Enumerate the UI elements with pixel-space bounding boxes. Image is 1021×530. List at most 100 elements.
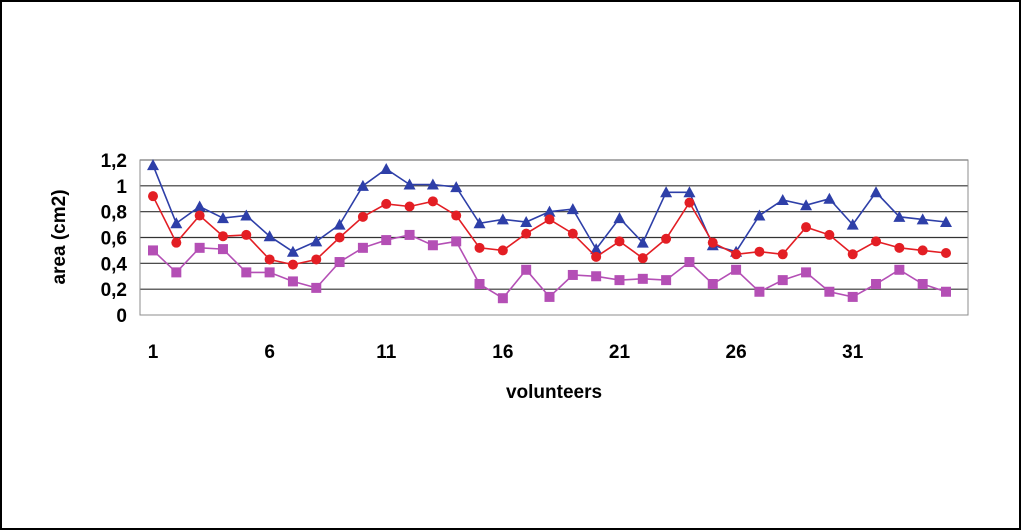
data-point-circle: [148, 191, 158, 202]
data-point-triangle: [566, 203, 579, 215]
data-point-circle: [684, 197, 695, 208]
x-axis-title: volunteers: [506, 382, 602, 403]
data-point-triangle: [263, 230, 276, 242]
data-point-circle: [801, 222, 812, 233]
data-point-square: [917, 279, 928, 289]
data-point-circle: [427, 196, 438, 207]
x-tick-label: 21: [609, 342, 631, 363]
data-point-square: [194, 242, 205, 253]
y-axis-title: area (cm2): [49, 189, 70, 284]
data-point-triangle: [683, 186, 696, 198]
data-point-triangle: [310, 235, 323, 247]
data-point-triangle: [170, 217, 183, 229]
data-point-square: [754, 286, 765, 297]
data-point-circle: [847, 249, 858, 260]
data-point-triangle: [660, 186, 673, 198]
data-point-triangle: [846, 218, 859, 230]
data-point-triangle: [543, 205, 556, 217]
data-point-triangle: [450, 181, 463, 193]
x-axis-ticks: 1 6 11 16 21 26 31: [148, 342, 864, 363]
data-point-triangle: [916, 213, 929, 225]
plot-area-border: [139, 159, 969, 316]
y-tick-label: 0: [116, 306, 127, 327]
data-point-square: [591, 271, 602, 282]
x-tick-label: 6: [264, 342, 275, 363]
y-axis-ticks: 0 0,2 0,4 0,6 0,8 1 1,2: [101, 151, 128, 327]
data-point-triangle: [870, 186, 883, 198]
data-point-circle: [637, 253, 648, 264]
data-point-circle: [707, 237, 718, 248]
x-tick-label: 16: [492, 342, 513, 363]
data-point-square: [381, 235, 392, 246]
data-point-circle: [194, 210, 205, 221]
data-point-circle: [591, 251, 602, 262]
data-point-square: [148, 245, 158, 256]
data-point-square: [614, 275, 625, 286]
data-point-triangle: [380, 163, 393, 175]
series-square: [148, 229, 951, 304]
data-point-circle: [754, 246, 765, 257]
series-triangle: [147, 159, 952, 257]
data-point-triangle: [776, 194, 789, 206]
x-tick-label: 1: [148, 342, 159, 363]
y-tick-label: 1,2: [101, 151, 127, 172]
data-point-triangle: [333, 218, 346, 230]
data-point-circle: [171, 237, 182, 248]
data-point-triangle: [613, 212, 626, 224]
data-point-square: [637, 273, 648, 284]
data-point-triangle: [940, 216, 952, 227]
y-tick-label: 0,2: [101, 280, 127, 301]
data-point-square: [684, 257, 695, 268]
data-point-triangle: [193, 200, 206, 212]
data-point-square: [357, 242, 368, 253]
data-point-circle: [521, 228, 532, 239]
data-point-triangle: [286, 245, 299, 257]
data-point-triangle: [496, 213, 509, 225]
x-tick-label: 31: [842, 342, 864, 363]
y-tick-label: 0,8: [101, 203, 127, 224]
data-point-square: [427, 240, 438, 251]
data-point-circle: [497, 245, 508, 256]
data-point-circle: [731, 249, 742, 260]
data-point-square: [521, 264, 532, 275]
x-tick-label: 11: [376, 342, 397, 363]
data-point-triangle: [216, 212, 229, 224]
data-point-triangle: [403, 178, 416, 190]
data-point-square: [777, 275, 788, 286]
data-point-triangle: [753, 209, 766, 221]
data-point-circle: [824, 229, 835, 240]
data-point-triangle: [426, 178, 439, 190]
data-point-square: [894, 264, 905, 275]
data-point-square: [171, 267, 182, 278]
data-point-circle: [567, 228, 578, 239]
data-point-square: [264, 267, 275, 278]
data-point-triangle: [356, 179, 369, 191]
data-point-square: [217, 244, 228, 255]
data-point-circle: [614, 236, 625, 247]
data-point-square: [497, 293, 508, 304]
data-point-circle: [241, 229, 252, 240]
data-point-circle: [661, 233, 672, 244]
y-tick-label: 0,6: [101, 229, 127, 250]
series-circle: [148, 191, 951, 270]
data-point-square: [544, 291, 555, 302]
data-point-circle: [777, 249, 788, 260]
data-point-triangle: [520, 216, 533, 227]
data-point-square: [567, 269, 578, 280]
data-point-square: [451, 236, 462, 247]
data-point-circle: [264, 254, 275, 265]
x-tick-label: 26: [726, 342, 747, 363]
data-point-circle: [311, 254, 322, 265]
data-point-square: [661, 275, 672, 286]
data-point-square: [241, 267, 252, 278]
series-group: [147, 159, 952, 304]
data-point-triangle: [823, 192, 836, 204]
data-point-triangle: [473, 217, 486, 229]
data-point-square: [474, 279, 485, 289]
data-point-circle: [451, 210, 462, 221]
data-point-square: [707, 279, 718, 289]
data-point-triangle: [147, 159, 159, 171]
data-point-square: [847, 291, 858, 302]
data-point-square: [824, 286, 835, 297]
